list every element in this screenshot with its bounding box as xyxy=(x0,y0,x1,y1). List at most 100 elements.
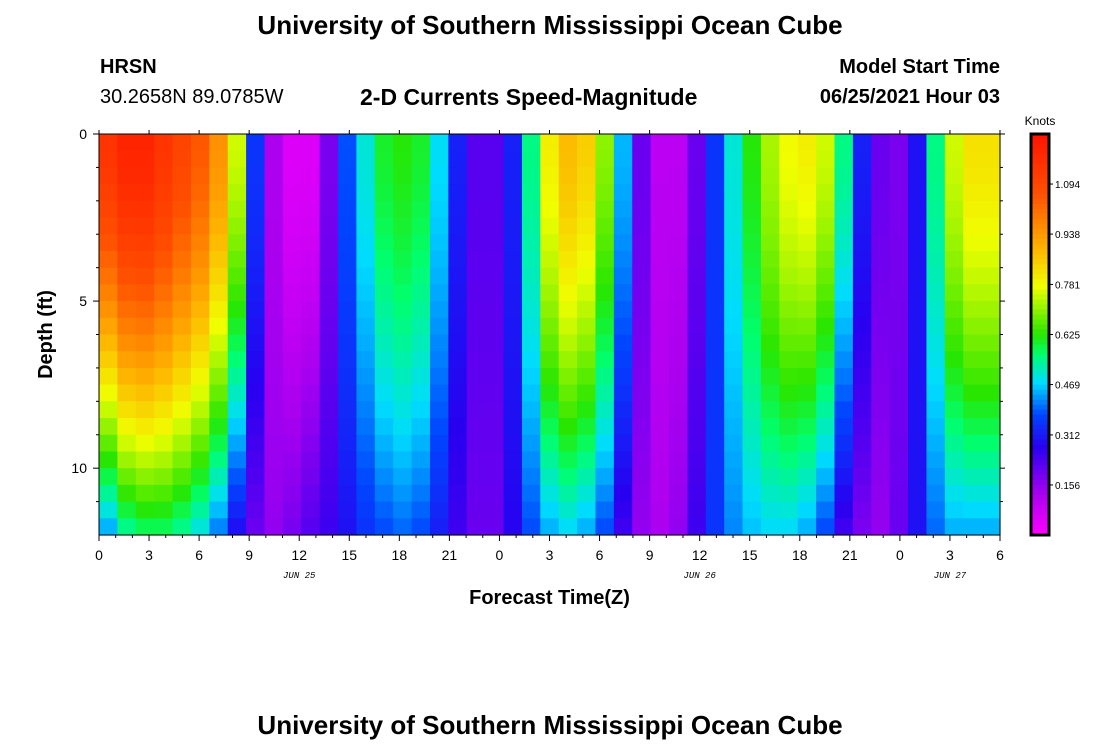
heatmap-cell xyxy=(135,134,155,152)
heatmap-cell xyxy=(227,518,247,536)
heatmap-cell xyxy=(209,184,229,202)
heatmap-cell xyxy=(521,317,541,336)
heatmap-cell xyxy=(429,150,449,169)
heatmap-cell xyxy=(852,484,872,503)
heatmap-cell xyxy=(632,200,652,219)
heatmap-cell xyxy=(282,468,302,486)
heatmap-cell xyxy=(190,468,210,486)
heatmap-cell xyxy=(595,334,615,352)
heatmap-cell xyxy=(154,501,174,519)
heatmap-cell xyxy=(669,200,689,219)
heatmap-cell xyxy=(429,518,449,536)
heatmap-cell xyxy=(632,167,652,185)
heatmap-cell xyxy=(834,301,854,319)
heatmap-cell xyxy=(650,351,670,369)
heatmap-cell xyxy=(632,234,652,252)
heatmap-cell xyxy=(521,484,541,503)
heatmap-cell xyxy=(227,351,247,369)
heatmap-cell xyxy=(926,334,946,352)
heatmap-cell xyxy=(466,351,486,369)
heatmap-cell xyxy=(705,167,725,185)
heatmap-cell xyxy=(834,217,854,235)
heatmap-cell xyxy=(705,451,725,469)
heatmap-cell xyxy=(282,484,302,503)
x-tick-label: 18 xyxy=(392,547,408,563)
heatmap-cell xyxy=(595,418,615,436)
heatmap-cell xyxy=(246,234,266,252)
heatmap-cell xyxy=(301,351,321,369)
colorbar-segment xyxy=(1031,184,1049,190)
heatmap-cell xyxy=(338,301,358,319)
heatmap-cell xyxy=(209,250,229,269)
heatmap-cell xyxy=(301,518,321,536)
heatmap-cell xyxy=(227,200,247,219)
heatmap-cell xyxy=(760,451,780,469)
heatmap-cell xyxy=(172,434,192,453)
heatmap-cell xyxy=(319,234,339,252)
heatmap-cell xyxy=(981,167,1001,185)
heatmap-cell xyxy=(99,518,118,536)
heatmap-cell xyxy=(760,418,780,436)
heatmap-cell xyxy=(485,167,505,185)
heatmap-cell xyxy=(650,384,670,402)
colorbar-segment xyxy=(1031,204,1049,210)
heatmap-cell xyxy=(724,134,744,152)
colorbar-segment xyxy=(1031,424,1049,431)
colorbar-segment xyxy=(1031,504,1049,511)
heatmap-cell xyxy=(264,418,284,436)
heatmap-cell xyxy=(834,150,854,169)
heatmap-cell xyxy=(871,367,891,386)
heatmap-cell xyxy=(650,451,670,469)
colorbar-segment xyxy=(1031,154,1049,160)
heatmap-cell xyxy=(577,301,597,319)
heatmap-cell xyxy=(356,184,376,202)
heatmap-cell xyxy=(687,200,707,219)
heatmap-cell xyxy=(264,384,284,402)
heatmap-cell xyxy=(871,418,891,436)
heatmap-cell xyxy=(154,484,174,503)
heatmap-cell xyxy=(246,501,266,519)
colorbar-segment xyxy=(1031,214,1049,220)
heatmap-cell xyxy=(669,234,689,252)
heatmap-cell xyxy=(393,301,413,319)
colorbar-segment xyxy=(1031,189,1049,195)
heatmap-cell xyxy=(632,418,652,436)
heatmap-cell xyxy=(779,451,799,469)
heatmap-cell xyxy=(264,501,284,519)
heatmap-cell xyxy=(117,134,137,152)
heatmap-cell xyxy=(117,501,137,519)
heatmap-cell xyxy=(963,150,983,169)
heatmap-cell xyxy=(209,167,229,185)
heatmap-cell xyxy=(429,184,449,202)
heatmap-cell xyxy=(834,334,854,352)
heatmap-cell xyxy=(852,284,872,302)
heatmap-cell xyxy=(687,284,707,302)
heatmap-cell xyxy=(944,250,964,269)
heatmap-cell xyxy=(908,501,928,519)
heatmap-cell xyxy=(429,134,449,152)
heatmap-cell xyxy=(485,301,505,319)
heatmap-cell xyxy=(797,234,817,252)
heatmap-cell xyxy=(577,484,597,503)
heatmap-cell xyxy=(393,351,413,369)
heatmap-cell xyxy=(338,434,358,453)
heatmap-cell xyxy=(246,250,266,269)
colorbar-segment xyxy=(1031,344,1049,351)
heatmap-cell xyxy=(816,367,836,386)
heatmap-cell xyxy=(760,317,780,336)
heatmap-cell xyxy=(669,150,689,169)
heatmap-cell xyxy=(687,301,707,319)
heatmap-cell xyxy=(760,484,780,503)
colorbar-segment xyxy=(1031,509,1049,516)
heatmap-cell xyxy=(742,434,762,453)
heatmap-cell xyxy=(411,501,431,519)
heatmap-cell xyxy=(540,284,560,302)
heatmap-cell xyxy=(797,250,817,269)
heatmap-cell xyxy=(779,150,799,169)
heatmap-cell xyxy=(981,418,1001,436)
heatmap-cell xyxy=(797,317,817,336)
heatmap-cell xyxy=(485,184,505,202)
heatmap-cell xyxy=(485,200,505,219)
heatmap-cell xyxy=(448,301,468,319)
heatmap-cell xyxy=(981,334,1001,352)
